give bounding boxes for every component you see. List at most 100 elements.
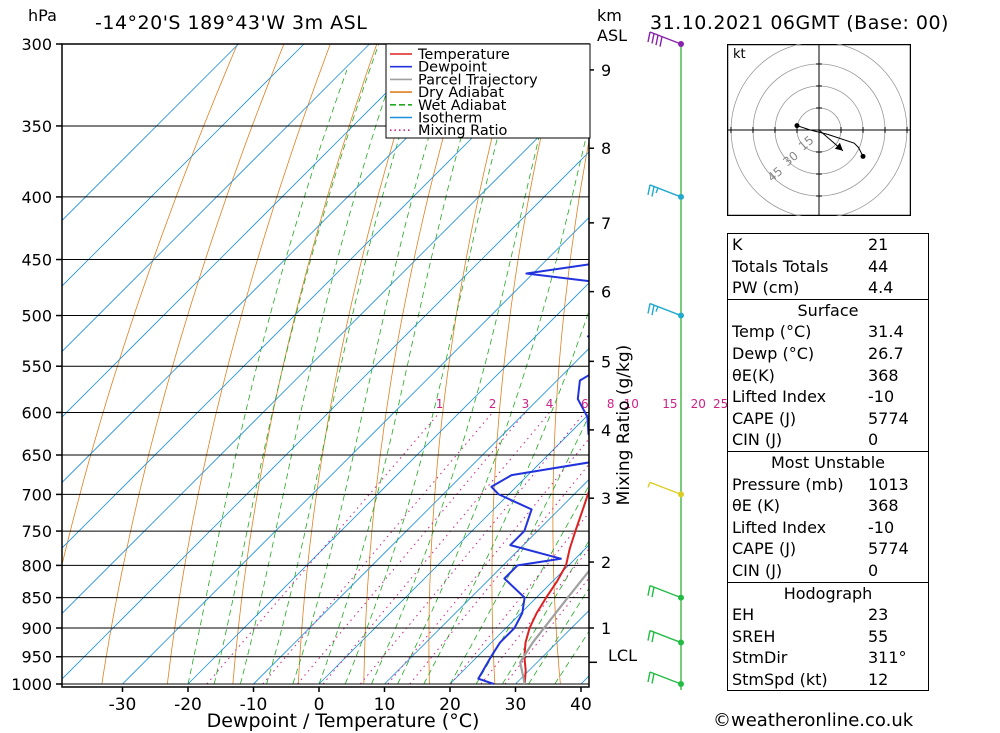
isotherm-line: [62, 151, 589, 680]
most-unstable-row: Lifted Index -10: [728, 517, 928, 539]
k-index-value: 21: [868, 235, 889, 254]
isotherm-line: [62, 85, 589, 615]
asl-label: ASL: [597, 26, 628, 45]
surface-label: θE(K): [732, 365, 775, 385]
hodograph-unit-label: kt: [733, 47, 746, 62]
k-index-row: K 21: [728, 234, 928, 256]
most-unstable-value: 368: [868, 496, 899, 516]
wind-barb-shaft: [649, 481, 682, 496]
pressure-unit-label: hPa: [28, 6, 57, 25]
most-unstable-row: CAPE (J) 5774: [728, 538, 928, 560]
surface-value: 368: [868, 365, 899, 385]
mixing-ratio-line: [206, 412, 440, 685]
mixing-ratio-line: [322, 412, 550, 685]
pw-value: 4.4: [868, 278, 894, 298]
legend-label: Parcel Trajectory: [418, 72, 538, 88]
most-unstable-row: θE (K) 368: [728, 495, 928, 517]
most-unstable-row: Pressure (mb) 1013: [728, 474, 928, 496]
surface-label: Dewp (°C): [732, 343, 815, 363]
wind-barb-flag: [647, 585, 651, 596]
mixing-ratio-line: [297, 412, 526, 685]
mixing-ratio-label: 20: [691, 397, 706, 411]
pressure-tick-label: 700: [21, 485, 52, 504]
copyright-footer: ©weatheronline.co.uk: [713, 710, 914, 731]
dry-adiabat-line: [931, 44, 1000, 684]
surface-value: 0: [868, 430, 879, 450]
wind-barb-flag: [651, 631, 655, 643]
indices-table: K 21 Totals Totals 44 PW (cm) 4.4 Surface T…: [727, 233, 929, 692]
surface-row: Dewp (°C) 26.7: [728, 343, 928, 365]
isotherm-line: [318, 413, 589, 685]
wind-barb-flag: [651, 673, 655, 684]
pressure-tick-label: 750: [21, 522, 52, 541]
mixing-ratio-label: 3: [522, 397, 530, 411]
height-km-label: 9: [601, 61, 611, 80]
wind-barb-flag: [655, 34, 659, 46]
most-unstable-value: 0: [868, 560, 879, 580]
mixing-ratio-label: 1: [436, 397, 444, 411]
wind-barb-shaft: [649, 31, 682, 45]
height-km-label: 4: [601, 421, 611, 440]
most-unstable-label: CIN (J): [732, 560, 783, 580]
wind-barb-flag: [651, 587, 655, 598]
plot-frame: [61, 43, 590, 688]
most-unstable-label: Lifted Index: [732, 517, 827, 537]
hodograph-stat-label: EH: [732, 605, 755, 625]
lcl-label: LCL: [608, 646, 637, 665]
surface-row: CAPE (J) 5774: [728, 408, 928, 430]
pw-label: PW (cm): [732, 278, 800, 298]
isotherm-line: [62, 44, 305, 287]
wet-adiabat-line: [187, 69, 348, 685]
hodograph-stat-label: StmDir: [732, 648, 788, 668]
hodograph-stat-value: 311°: [868, 648, 907, 668]
mixing-ratio-axis-title: Mixing Ratio (g/kg): [614, 345, 634, 506]
temperature-tick-label: -30: [109, 695, 137, 715]
mixing-ratio-label: 10: [624, 397, 639, 411]
most-unstable-value: 5774: [868, 539, 909, 559]
surface-header: Surface: [728, 298, 928, 322]
surface-label: Lifted Index: [732, 387, 827, 407]
surface-value: 26.7: [868, 343, 904, 363]
temperature-profile: [523, 488, 589, 685]
mixing-ratio-label: 2: [489, 397, 497, 411]
hodograph-start-dot: [794, 123, 800, 129]
isotherm-line: [122, 216, 589, 685]
km-label: km: [597, 6, 622, 25]
legend-label: Dry Adiabat: [418, 85, 504, 101]
wind-barb-shaft: [649, 671, 682, 685]
hodograph-stat-row: SREH 55: [728, 626, 928, 648]
surface-row: Temp (°C) 31.4: [728, 321, 928, 343]
height-km-label: 7: [601, 214, 611, 233]
pressure-tick-label: 900: [21, 619, 52, 638]
most-unstable-value: -10: [868, 517, 895, 537]
pressure-tick-label: 850: [21, 589, 52, 608]
isotherm-line: [187, 282, 589, 685]
legend-label: Mixing Ratio: [418, 123, 508, 139]
pressure-tick-label: 500: [21, 307, 52, 326]
location-title: -14°20'S 189°43'W 3m ASL: [95, 12, 368, 34]
mixing-ratio-line: [450, 511, 589, 685]
pressure-tick-label: 600: [21, 403, 52, 422]
temperature-tick-label: 10: [374, 695, 396, 715]
dry-adiabat-line: [669, 44, 702, 684]
legend-label: Isotherm: [418, 111, 482, 127]
hodograph-stat-value: 23: [868, 605, 889, 625]
isotherm-line: [62, 44, 567, 549]
totals-totals-value: 44: [868, 256, 889, 276]
surface-row: θE(K) 368: [728, 365, 928, 387]
mixing-ratio-line: [359, 412, 586, 685]
pressure-tick-label: 400: [21, 188, 52, 207]
isotherm-line: [62, 44, 501, 484]
dry-adiabat-line: [232, 44, 378, 685]
wet-adiabat-line: [344, 44, 523, 685]
x-axis-title: Dewpoint / Temperature (°C): [207, 710, 480, 732]
most-unstable-label: θE (K): [732, 496, 780, 516]
most-unstable-label: Pressure (mb): [732, 474, 844, 494]
wet-adiabat-line: [213, 44, 380, 685]
temperature-tick-label: -10: [240, 695, 268, 715]
hodograph-table-header: Hodograph: [728, 581, 928, 605]
isotherm-line: [62, 44, 370, 353]
